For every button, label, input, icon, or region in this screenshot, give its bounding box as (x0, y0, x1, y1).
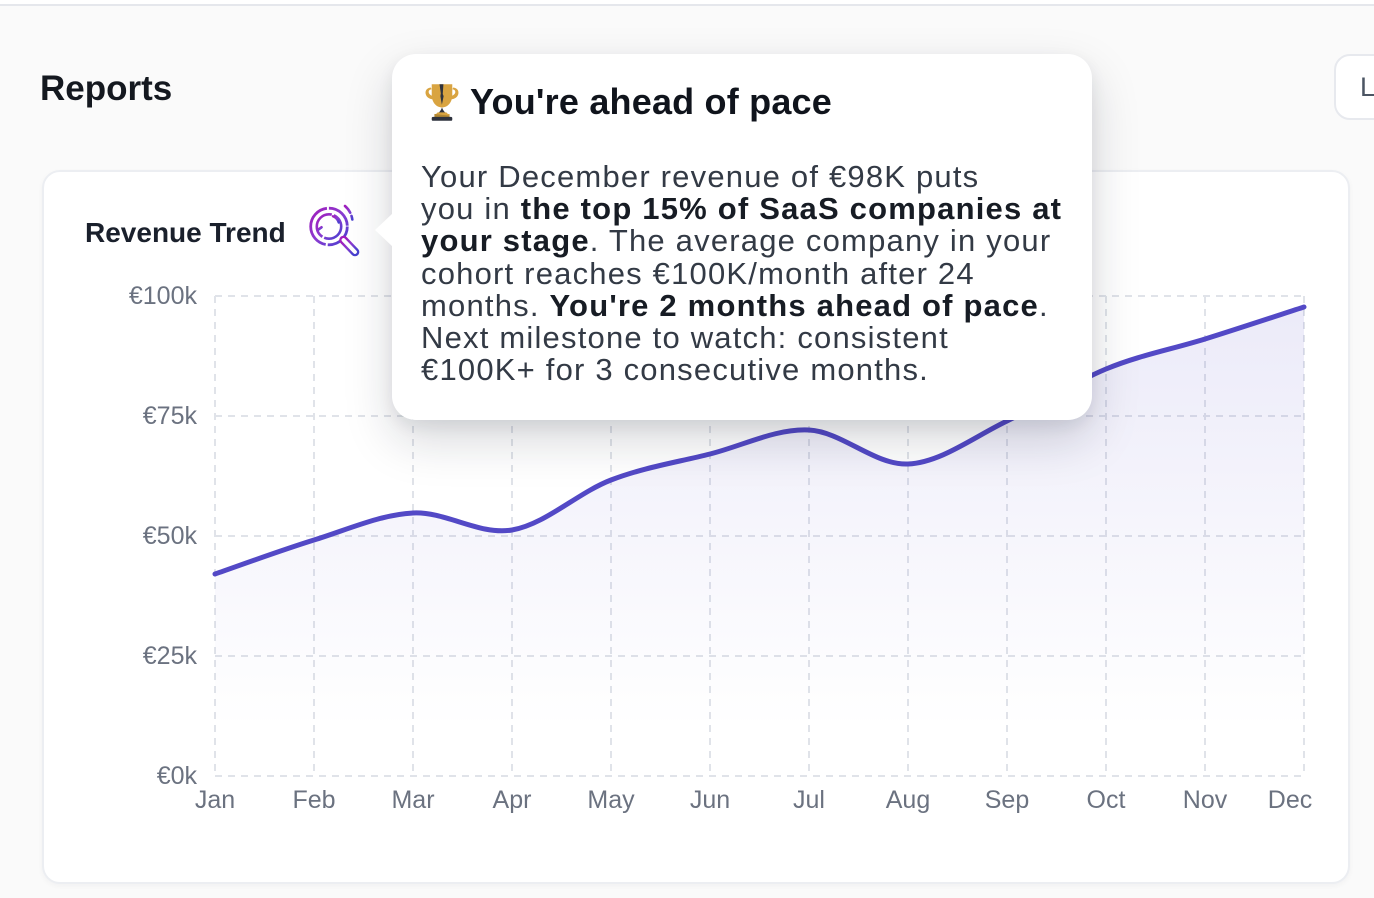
svg-text:Apr: Apr (493, 786, 532, 814)
svg-text:Dec: Dec (1268, 786, 1312, 814)
svg-text:Aug: Aug (886, 786, 930, 814)
svg-text:Mar: Mar (391, 786, 434, 814)
svg-text:€100k: €100k (129, 282, 198, 310)
svg-text:€0k: €0k (157, 762, 198, 790)
svg-text:Feb: Feb (292, 786, 335, 814)
svg-text:€25k: €25k (143, 642, 198, 670)
svg-text:€75k: €75k (143, 402, 198, 430)
svg-text:May: May (587, 786, 635, 814)
svg-text:€50k: €50k (143, 522, 198, 550)
svg-text:Sep: Sep (985, 786, 1029, 814)
svg-text:Nov: Nov (1183, 786, 1228, 814)
svg-text:Jul: Jul (793, 786, 825, 814)
svg-text:Jan: Jan (195, 786, 235, 814)
svg-text:Jun: Jun (690, 786, 730, 814)
svg-text:Oct: Oct (1087, 786, 1126, 814)
